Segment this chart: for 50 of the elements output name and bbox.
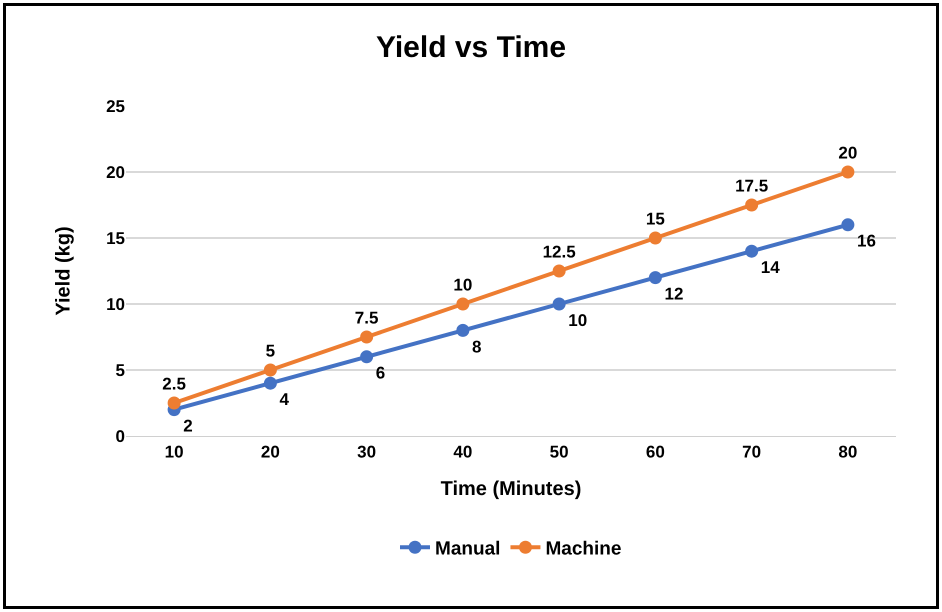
point (360, 330, 374, 344)
x-tick-label: 30 (357, 442, 376, 462)
point (648, 271, 662, 284)
point (456, 324, 470, 337)
y-tick-label: 10 (106, 294, 125, 314)
x-tick-label: 50 (550, 442, 569, 462)
x-tick-label: 80 (838, 442, 858, 462)
point (168, 396, 181, 410)
point (360, 350, 374, 364)
x-tick-label: 10 (164, 442, 184, 462)
data-label: 4 (280, 390, 290, 410)
data-label: 10 (453, 276, 472, 295)
data-label: 2.5 (162, 374, 186, 394)
y-tick-label: 20 (106, 162, 125, 182)
data-label: 6 (376, 364, 386, 383)
point (264, 364, 277, 376)
y-tick-label: 15 (106, 228, 125, 248)
point (841, 218, 854, 232)
data-label: 14 (760, 258, 780, 278)
y-tick-label: 5 (116, 360, 125, 380)
point (264, 376, 277, 390)
data-label: 20 (838, 144, 858, 163)
data-label: 2 (183, 416, 193, 436)
data-label: 12 (664, 284, 684, 304)
data-label: 17.5 (735, 176, 768, 196)
chart-title: Yield vs Time (376, 31, 566, 64)
point (648, 232, 662, 244)
point (745, 198, 758, 212)
x-tick-label: 40 (453, 442, 472, 462)
x-tick-label: 70 (742, 442, 762, 462)
data-label: 16 (857, 232, 876, 251)
point (552, 264, 566, 278)
point (841, 166, 854, 178)
data-label: 10 (568, 310, 588, 330)
data-label: 7.5 (354, 308, 378, 328)
point (456, 298, 470, 310)
point (745, 244, 758, 258)
data-label: 15 (646, 210, 665, 229)
x-tick-label: 20 (260, 442, 280, 462)
point (552, 298, 566, 310)
y-tick-label: 0 (116, 426, 125, 446)
y-axis-title: Yield (kg) (52, 226, 75, 316)
data-label: 12.5 (542, 242, 576, 262)
legend-label: Manual (435, 538, 500, 560)
legend-label: Machine (545, 538, 622, 560)
y-tick-label: 25 (106, 96, 125, 116)
data-label: 8 (472, 337, 482, 356)
data-label: 5 (266, 342, 276, 361)
x-tick-label: 60 (646, 442, 665, 462)
x-axis-title: Time (Minutes) (440, 478, 582, 500)
